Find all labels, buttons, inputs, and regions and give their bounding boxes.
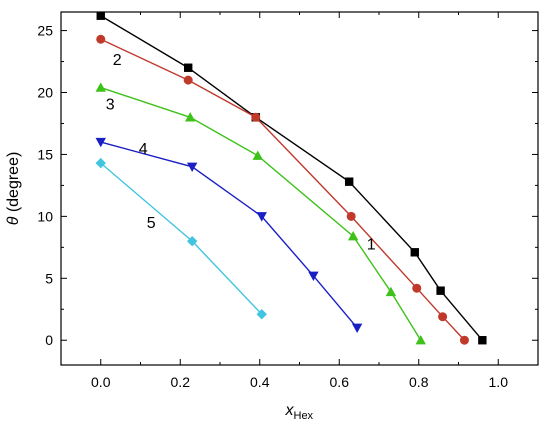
series-5 [95, 157, 267, 320]
data-point [186, 235, 198, 247]
y-axis-label-text: (degree) [5, 152, 22, 217]
data-point [184, 112, 196, 122]
data-point [308, 271, 319, 282]
series-label-2: 2 [113, 52, 122, 69]
y-tick-label: 15 [37, 146, 53, 162]
ticks-layer [60, 12, 539, 365]
series-label-4: 4 [139, 141, 148, 158]
y-tick-label: 20 [37, 85, 53, 101]
data-point [436, 286, 445, 295]
data-point [347, 230, 359, 241]
data-point [252, 150, 263, 160]
x-axis-label-sub: Hex [294, 410, 314, 422]
data-point [95, 82, 106, 92]
labels-layer: 0.0 0.2 0.4 0.6 0.8 1.0 0 5 10 15 20 25 1 2 3 4 5 [37, 23, 508, 390]
x-tick-label: 0.8 [409, 374, 429, 390]
x-tick-label: 1.0 [489, 374, 509, 390]
data-point [478, 336, 487, 345]
series-label-3: 3 [106, 97, 115, 114]
data-point [96, 34, 106, 44]
y-axis-label-symbol: θ [5, 216, 22, 225]
series-1 [96, 11, 487, 345]
data-point [412, 283, 422, 293]
data-point [183, 75, 193, 85]
y-tick-label: 5 [45, 270, 53, 286]
y-axis-label: θ (degree) [5, 152, 22, 226]
data-point [256, 212, 267, 222]
series-label-5: 5 [147, 215, 156, 232]
data-point [438, 312, 448, 322]
data-point [95, 137, 106, 148]
y-tick-label: 0 [45, 332, 53, 348]
data-point [346, 211, 356, 221]
series-2 [96, 34, 469, 345]
data-point [415, 335, 426, 345]
data-point [410, 248, 419, 257]
series-line [100, 86, 422, 341]
y-tick-label: 10 [37, 208, 53, 224]
data-point [351, 323, 363, 334]
series-line [100, 162, 263, 315]
plot-frame [60, 11, 539, 366]
series-3 [95, 82, 426, 345]
y-tick-label: 25 [37, 23, 53, 39]
series-line [100, 38, 465, 341]
data-point [344, 177, 354, 186]
x-tick-label: 0.6 [330, 374, 350, 390]
data-point [256, 309, 267, 320]
plot-area [60, 11, 539, 366]
x-tick-label: 0.0 [91, 374, 111, 390]
x-tick-label: 0.2 [171, 374, 191, 390]
series-4 [95, 137, 363, 334]
series-line [100, 141, 358, 329]
data-point [186, 162, 198, 173]
data-point [95, 157, 106, 169]
data-point [251, 112, 261, 122]
series-line [100, 15, 483, 341]
data-point [459, 335, 469, 345]
series-label-1: 1 [367, 236, 376, 253]
x-axis-label: xHex [285, 402, 314, 422]
data-point [385, 286, 397, 297]
series-layer [95, 11, 487, 345]
x-axis-label-main: x [285, 402, 295, 419]
x-tick-label: 0.4 [250, 374, 270, 390]
data-point [184, 63, 193, 72]
